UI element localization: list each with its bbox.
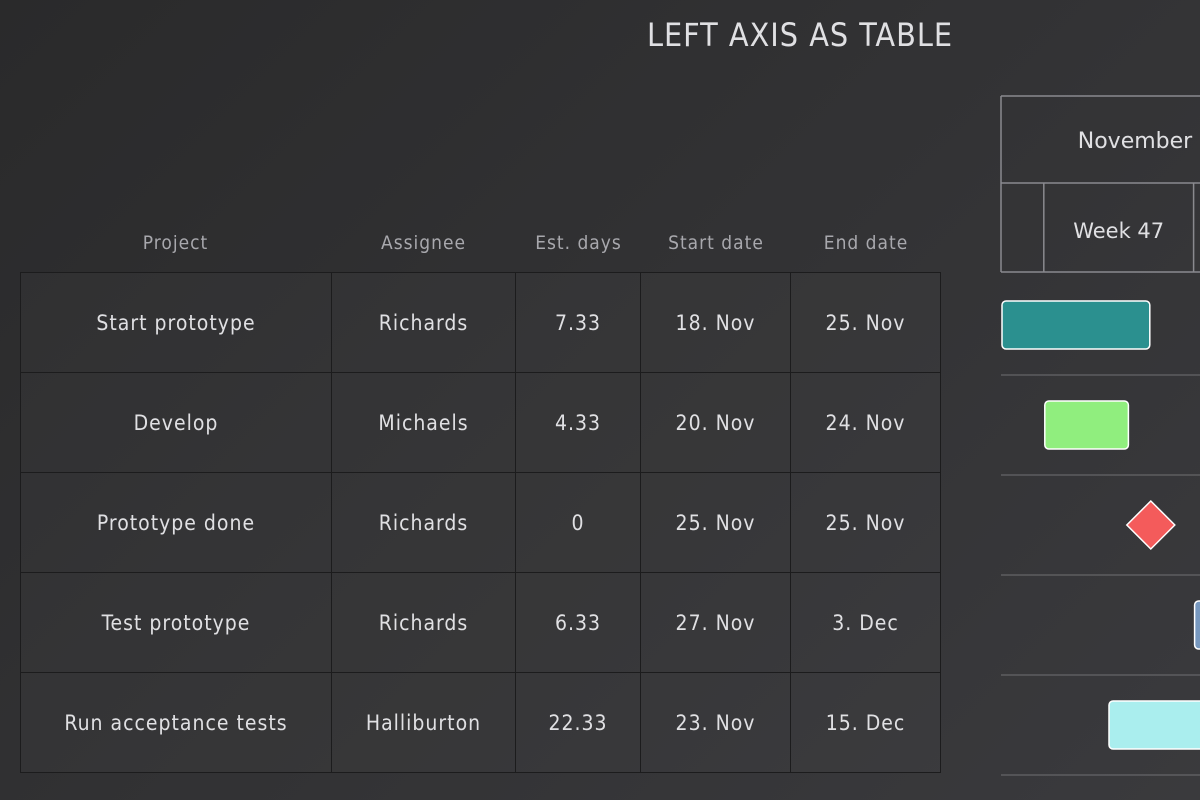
cell-est-days: 7.33 [515, 272, 641, 373]
cell-start-date: 23. Nov [640, 672, 791, 773]
cell-project: Develop [20, 372, 332, 473]
table-row: Run acceptance tests Halliburton 22.33 2… [20, 672, 941, 773]
cell-end-date: 3. Dec [790, 572, 941, 673]
cell-end-date: 25. Nov [790, 272, 941, 373]
table-row: Start prototype Richards 7.33 18. Nov 25… [20, 272, 941, 373]
cell-project: Prototype done [20, 472, 332, 573]
left-axis-table: Start prototype Richards 7.33 18. Nov 25… [20, 272, 941, 773]
table-row: Test prototype Richards 6.33 27. Nov 3. … [20, 572, 941, 673]
gantt-bar [1108, 700, 1200, 750]
cell-start-date: 20. Nov [640, 372, 791, 473]
cell-end-date: 24. Nov [790, 372, 941, 473]
column-header-start-date: Start date [668, 232, 764, 254]
cell-project: Run acceptance tests [20, 672, 332, 773]
week-label: Week 47 [1073, 219, 1164, 243]
cell-start-date: 27. Nov [640, 572, 791, 673]
chart-title: LEFT AXIS AS TABLE [646, 16, 954, 54]
column-header-end-date: End date [823, 232, 909, 254]
cell-project: Test prototype [20, 572, 332, 673]
cell-est-days: 0 [515, 472, 641, 573]
column-header-assignee: Assignee [381, 232, 466, 254]
cell-project: Start prototype [20, 272, 332, 373]
gantt-bar [1193, 600, 1200, 650]
cell-end-date: 15. Dec [790, 672, 941, 773]
cell-assignee: Michaels [331, 372, 516, 473]
cell-est-days: 4.33 [515, 372, 641, 473]
cell-end-date: 25. Nov [790, 472, 941, 573]
column-header-project: Project [142, 232, 209, 254]
cell-assignee: Halliburton [331, 672, 516, 773]
month-label: November [1078, 129, 1193, 154]
table-row: Develop Michaels 4.33 20. Nov 24. Nov [20, 372, 941, 473]
cell-assignee: Richards [331, 472, 516, 573]
cell-est-days: 22.33 [515, 672, 641, 773]
gantt-bar [1001, 300, 1151, 350]
table-row: Prototype done Richards 0 25. Nov 25. No… [20, 472, 941, 573]
cell-assignee: Richards [331, 272, 516, 373]
column-header-est-days: Est. days [535, 232, 622, 254]
cell-start-date: 18. Nov [640, 272, 791, 373]
cell-assignee: Richards [331, 572, 516, 673]
milestone-marker [1125, 499, 1176, 551]
cell-est-days: 6.33 [515, 572, 641, 673]
cell-start-date: 25. Nov [640, 472, 791, 573]
gantt-bar [1044, 400, 1130, 450]
